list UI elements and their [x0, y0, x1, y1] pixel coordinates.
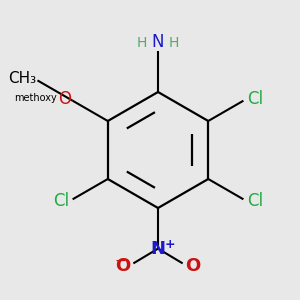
Text: Cl: Cl: [247, 90, 263, 108]
Text: O: O: [115, 257, 130, 275]
Text: O: O: [186, 257, 201, 275]
Text: O: O: [58, 90, 71, 108]
Text: methoxy: methoxy: [14, 93, 57, 103]
Text: Cl: Cl: [247, 192, 263, 210]
Text: H: H: [136, 36, 147, 50]
Text: Cl: Cl: [53, 192, 69, 210]
Text: N: N: [151, 240, 166, 258]
Text: H: H: [169, 36, 179, 50]
Text: N: N: [152, 33, 164, 51]
Text: −: −: [115, 254, 126, 268]
Text: +: +: [164, 238, 175, 251]
Text: CH₃: CH₃: [8, 71, 36, 86]
